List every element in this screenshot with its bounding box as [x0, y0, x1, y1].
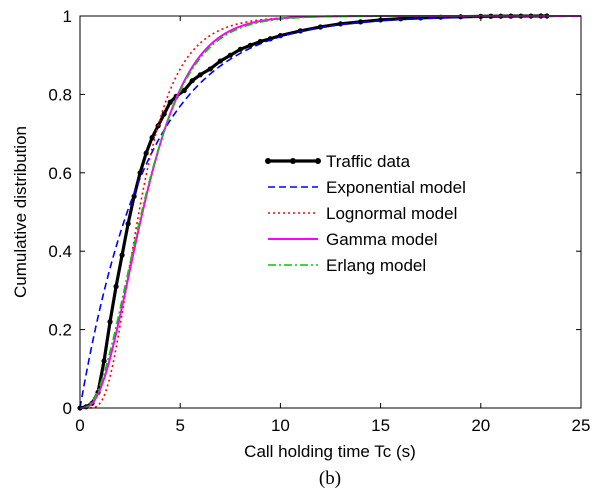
data-point-traffic-data [167, 99, 173, 105]
legend: Traffic data Exponential model Lognormal m… [265, 152, 466, 275]
x-axis-label: Call holding time Tc (s) [244, 442, 416, 461]
y-tick-label: 0 [63, 399, 72, 418]
data-point-traffic-data [107, 319, 113, 325]
x-tick-label: 15 [371, 416, 390, 435]
figure-caption: (b) [319, 468, 341, 489]
legend-label-gamma-model: Gamma model [326, 230, 437, 249]
series-line-erlang-model [79, 15, 581, 409]
x-tick-label: 25 [572, 416, 591, 435]
legend-label-erlang-model: Erlang model [326, 256, 426, 275]
legend-box [258, 146, 536, 278]
data-point-traffic-data [143, 150, 149, 156]
x-tick-label: 20 [471, 416, 490, 435]
data-point-traffic-data [207, 66, 213, 72]
data-point-traffic-data [161, 111, 167, 117]
legend-label-traffic-data: Traffic data [326, 152, 411, 171]
data-point-traffic-data [119, 252, 125, 258]
data-point-traffic-data [217, 58, 223, 64]
data-point-traffic-data [357, 19, 364, 25]
legend-label-lognormal-model: Lognormal model [326, 204, 457, 223]
y-tick-label: 0.4 [48, 242, 72, 261]
ticks-layer: 0 5 10 15 20 25 0 0.2 0.4 0.6 0.8 1 [48, 7, 590, 435]
x-tick-label: 5 [175, 416, 184, 435]
legend-marker-traffic-data [290, 158, 296, 164]
data-point-traffic-data [113, 283, 119, 290]
data-point-traffic-data [197, 72, 203, 78]
data-point-traffic-data [125, 221, 131, 227]
data-point-traffic-data [101, 358, 107, 364]
x-tick-label: 10 [271, 416, 290, 435]
y-tick-label: 0.2 [48, 321, 72, 340]
legend-label-exponential-model: Exponential model [326, 178, 466, 197]
data-point-traffic-data [227, 52, 233, 58]
data-point-traffic-data [181, 87, 187, 94]
plot-frame [79, 15, 582, 409]
y-tick-label: 0.8 [48, 85, 72, 104]
y-tick-label: 1 [63, 7, 72, 26]
legend-marker-traffic-data [265, 158, 271, 164]
legend-marker-traffic-data [315, 158, 321, 164]
x-tick-label: 0 [75, 416, 84, 435]
y-tick-label: 0.6 [48, 164, 72, 183]
data-point-traffic-data [237, 46, 243, 52]
data-point-traffic-data [257, 38, 263, 45]
data-point-traffic-data [149, 134, 155, 141]
data-point-traffic-data [189, 78, 195, 84]
data-point-traffic-data [131, 193, 137, 199]
data-point-traffic-data [247, 42, 253, 49]
y-axis-label: Cumulative distribution [11, 126, 30, 298]
